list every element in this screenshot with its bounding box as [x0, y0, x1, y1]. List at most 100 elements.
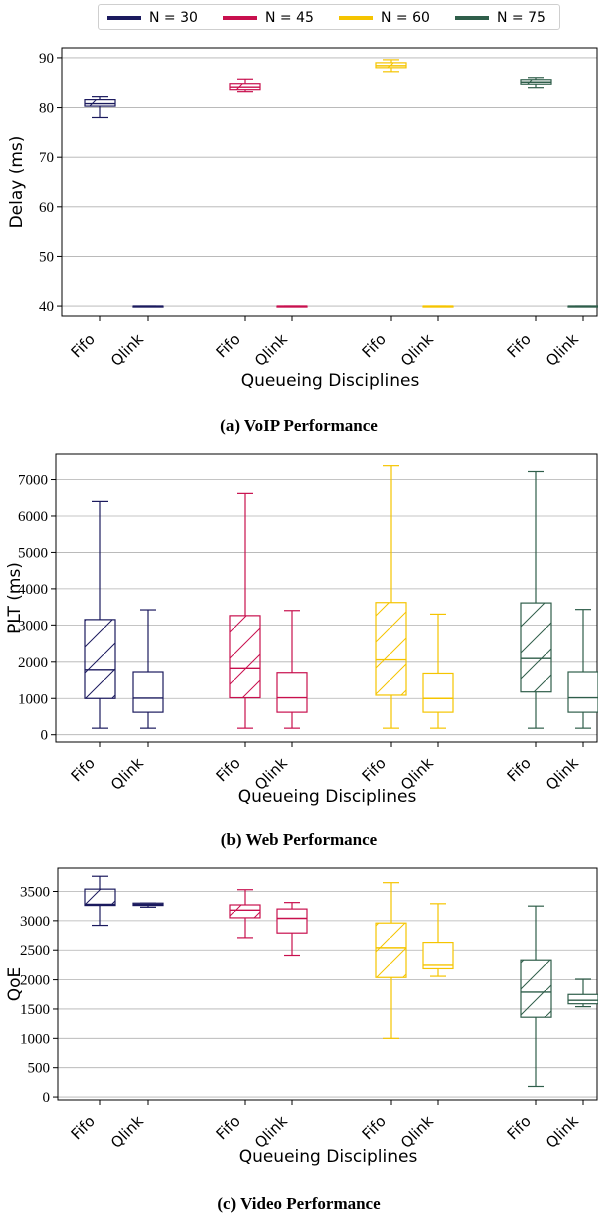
box-qlink	[132, 902, 164, 908]
box-body	[567, 671, 598, 713]
box-fifo	[375, 59, 407, 73]
x-tick-label: Fifo	[504, 1112, 535, 1143]
box-qlink	[276, 902, 308, 957]
legend-swatch	[455, 16, 489, 20]
y-tick-label: 7000	[18, 473, 48, 489]
y-tick-label: 1000	[18, 691, 48, 707]
box-fifo	[84, 96, 116, 119]
x-tick-label: Qlink	[397, 1112, 437, 1152]
box-qlink	[422, 903, 454, 977]
box-body	[276, 672, 308, 713]
y-tick-label: 500	[28, 1061, 51, 1077]
x-axis-label: Queueing Disciplines	[241, 371, 420, 391]
y-tick-label: 40	[39, 299, 54, 315]
y-tick-label: 3000	[18, 618, 48, 634]
box-qlink	[276, 610, 308, 729]
x-tick-label: Fifo	[213, 1112, 244, 1143]
x-tick-label: Fifo	[213, 754, 244, 785]
box-body	[84, 619, 116, 699]
legend-swatch	[339, 16, 373, 20]
plot-frame	[55, 453, 598, 743]
box-qlink	[567, 305, 598, 308]
y-tick-label: 90	[39, 51, 54, 67]
box-qlink	[567, 978, 598, 1008]
box-body	[520, 959, 552, 1018]
x-tick-label: Fifo	[359, 754, 390, 785]
box-body	[567, 993, 598, 1005]
y-tick-label: 2500	[20, 943, 50, 959]
caption-voip: (a) VoIP Performance	[220, 416, 378, 435]
y-tick-label: 50	[39, 249, 54, 265]
box-fifo	[84, 875, 116, 927]
box-body	[375, 602, 407, 696]
plot-frame	[61, 47, 598, 317]
box-qlink	[422, 305, 454, 308]
x-tick-label: Qlink	[542, 754, 582, 794]
legend-item: N = 30	[107, 9, 198, 27]
y-tick-label: 1500	[20, 1002, 50, 1018]
y-tick-label: 3000	[20, 914, 50, 930]
y-tick-label: 6000	[18, 509, 48, 525]
box-body	[276, 908, 308, 934]
legend-item: N = 75	[455, 9, 546, 27]
legend-item: N = 45	[223, 9, 314, 27]
x-tick-label: Fifo	[359, 1112, 390, 1143]
legend-label: N = 45	[265, 10, 314, 26]
box-body	[84, 99, 116, 107]
y-tick-label: 2000	[18, 655, 48, 671]
box-body	[375, 922, 407, 978]
x-tick-label: Qlink	[107, 330, 147, 370]
x-tick-label: Fifo	[359, 330, 390, 361]
y-tick-label: 4000	[18, 582, 48, 598]
y-tick-label: 0	[43, 1090, 51, 1106]
x-tick-label: Fifo	[213, 330, 244, 361]
box-fifo	[520, 905, 552, 1088]
box-fifo	[375, 882, 407, 1039]
box-fifo	[520, 470, 552, 729]
box-qlink	[276, 305, 308, 308]
y-axis-label: QoE	[5, 967, 25, 1002]
box-fifo	[375, 465, 407, 729]
box-body	[422, 941, 454, 970]
x-tick-label: Qlink	[251, 330, 291, 370]
x-tick-label: Qlink	[107, 1112, 147, 1152]
chart-legend: N = 30 N = 45 N = 60 N = 75	[98, 4, 560, 30]
y-tick-label: 2000	[20, 973, 50, 989]
legend-label: N = 30	[149, 10, 198, 26]
box-body	[229, 615, 261, 699]
plot-frame	[57, 867, 598, 1101]
x-tick-label: Fifo	[68, 330, 99, 361]
x-tick-label: Fifo	[68, 754, 99, 785]
y-tick-label: 3500	[20, 884, 50, 900]
y-tick-label: 5000	[18, 545, 48, 561]
box-fifo	[229, 78, 261, 93]
box-qlink	[132, 305, 164, 308]
box-fifo	[520, 77, 552, 89]
x-axis-label: Queueing Disciplines	[238, 787, 417, 807]
box-body	[422, 672, 454, 713]
legend-item: N = 60	[339, 9, 430, 27]
caption-web: (b) Web Performance	[220, 830, 378, 849]
box-fifo	[229, 889, 261, 939]
x-tick-label: Qlink	[542, 1112, 582, 1152]
x-tick-label: Qlink	[251, 1112, 291, 1152]
x-axis-label: Queueing Disciplines	[239, 1147, 418, 1167]
legend-label: N = 60	[381, 10, 430, 26]
caption-video: (c) Video Performance	[217, 1194, 381, 1213]
box-fifo	[229, 492, 261, 729]
legend-swatch	[107, 16, 141, 20]
y-tick-label: 70	[39, 150, 54, 166]
x-tick-label: Qlink	[107, 754, 147, 794]
box-body	[229, 904, 261, 919]
y-tick-label: 1000	[20, 1031, 50, 1047]
legend-swatch	[223, 16, 257, 20]
y-axis-label: PLT (ms)	[5, 562, 25, 634]
box-qlink	[132, 609, 164, 729]
box-qlink	[567, 609, 598, 729]
box-fifo	[84, 500, 116, 729]
x-tick-label: Fifo	[504, 754, 535, 785]
box-body	[84, 888, 116, 907]
